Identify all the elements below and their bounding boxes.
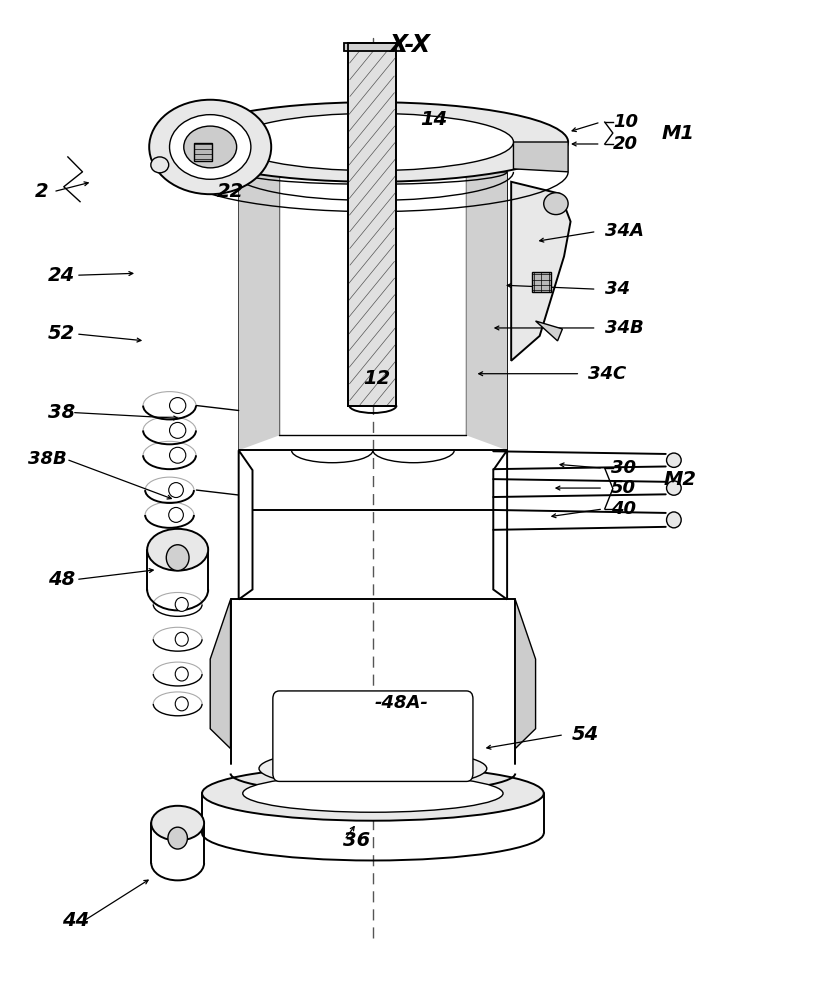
- Text: 34C: 34C: [589, 365, 627, 383]
- Polygon shape: [344, 43, 400, 51]
- Ellipse shape: [169, 483, 183, 498]
- Ellipse shape: [202, 766, 544, 821]
- Ellipse shape: [147, 529, 208, 571]
- Ellipse shape: [175, 632, 188, 646]
- Bar: [194, 143, 212, 161]
- Text: M1: M1: [662, 124, 695, 143]
- Text: 10: 10: [613, 113, 638, 131]
- Ellipse shape: [242, 774, 503, 812]
- Text: -48A-: -48A-: [374, 694, 428, 712]
- Polygon shape: [493, 450, 507, 599]
- Polygon shape: [467, 172, 507, 450]
- Ellipse shape: [259, 749, 486, 788]
- Text: 36: 36: [343, 831, 370, 850]
- Text: 38B: 38B: [28, 450, 67, 468]
- Text: 34: 34: [604, 280, 630, 298]
- Ellipse shape: [178, 102, 568, 182]
- Ellipse shape: [170, 398, 186, 413]
- Text: M2: M2: [663, 470, 696, 489]
- FancyBboxPatch shape: [273, 691, 473, 781]
- Text: 12: 12: [364, 369, 391, 388]
- Polygon shape: [238, 450, 252, 599]
- Text: 54: 54: [572, 725, 600, 744]
- Polygon shape: [210, 599, 230, 749]
- Ellipse shape: [667, 512, 681, 528]
- Polygon shape: [178, 142, 233, 172]
- Text: X-X: X-X: [389, 33, 430, 57]
- Ellipse shape: [175, 597, 188, 611]
- Text: 34B: 34B: [604, 319, 644, 337]
- Ellipse shape: [170, 447, 186, 463]
- Bar: [349, 43, 396, 406]
- Ellipse shape: [175, 667, 188, 681]
- Ellipse shape: [149, 100, 271, 194]
- Ellipse shape: [667, 481, 681, 495]
- Polygon shape: [514, 142, 568, 172]
- Ellipse shape: [667, 453, 681, 467]
- Ellipse shape: [166, 545, 189, 571]
- Ellipse shape: [233, 113, 514, 171]
- Text: 2: 2: [35, 182, 48, 201]
- Ellipse shape: [169, 507, 183, 522]
- Polygon shape: [238, 172, 279, 450]
- Text: 48: 48: [48, 570, 75, 589]
- Ellipse shape: [175, 697, 188, 711]
- Text: 52: 52: [48, 324, 75, 343]
- Ellipse shape: [170, 422, 186, 438]
- Polygon shape: [515, 599, 536, 749]
- Ellipse shape: [152, 806, 204, 841]
- Polygon shape: [511, 182, 571, 361]
- Text: 30: 30: [611, 459, 636, 477]
- Ellipse shape: [544, 193, 568, 215]
- Ellipse shape: [151, 157, 169, 173]
- Text: 44: 44: [62, 911, 89, 930]
- Text: 24: 24: [48, 266, 75, 285]
- Ellipse shape: [168, 827, 188, 849]
- Ellipse shape: [183, 126, 237, 168]
- Text: 14: 14: [420, 110, 447, 129]
- Text: 20: 20: [613, 135, 638, 153]
- Text: 22: 22: [217, 182, 244, 201]
- Ellipse shape: [170, 115, 251, 179]
- Bar: [532, 272, 551, 292]
- Text: 38: 38: [48, 403, 75, 422]
- Polygon shape: [536, 321, 563, 341]
- Bar: [349, 43, 396, 406]
- Text: 40: 40: [611, 500, 636, 518]
- Text: 34A: 34A: [604, 223, 644, 240]
- Text: 50: 50: [611, 479, 636, 497]
